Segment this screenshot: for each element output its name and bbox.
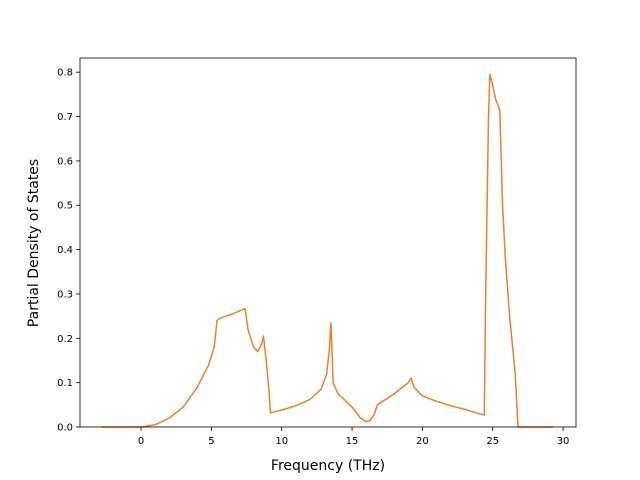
x-tick-label: 10 [275,436,288,447]
x-tick-label: 30 [557,436,570,447]
y-tick-label: 0.3 [57,289,73,300]
y-tick-label: 0.6 [57,156,73,167]
x-tick-label: 25 [486,436,499,447]
y-tick-label: 0.5 [57,201,73,212]
x-tick-label: 0 [138,436,144,447]
y-tick-label: 0.4 [57,245,73,256]
y-tick-label: 0.0 [57,423,73,434]
x-tick-label: 5 [208,436,214,447]
y-tick-label: 0.8 [57,68,73,79]
x-tick-label: 15 [346,436,359,447]
x-tick-label: 20 [416,436,429,447]
y-tick-label: 0.7 [57,112,73,123]
data-line [101,73,554,428]
y-tick-label: 0.2 [57,334,73,345]
y-tick-label: 0.1 [57,378,73,389]
axes-frame [79,57,577,428]
x-axis-label: Frequency (THz) [271,458,385,474]
y-axis-label: Partial Density of States [26,159,42,327]
